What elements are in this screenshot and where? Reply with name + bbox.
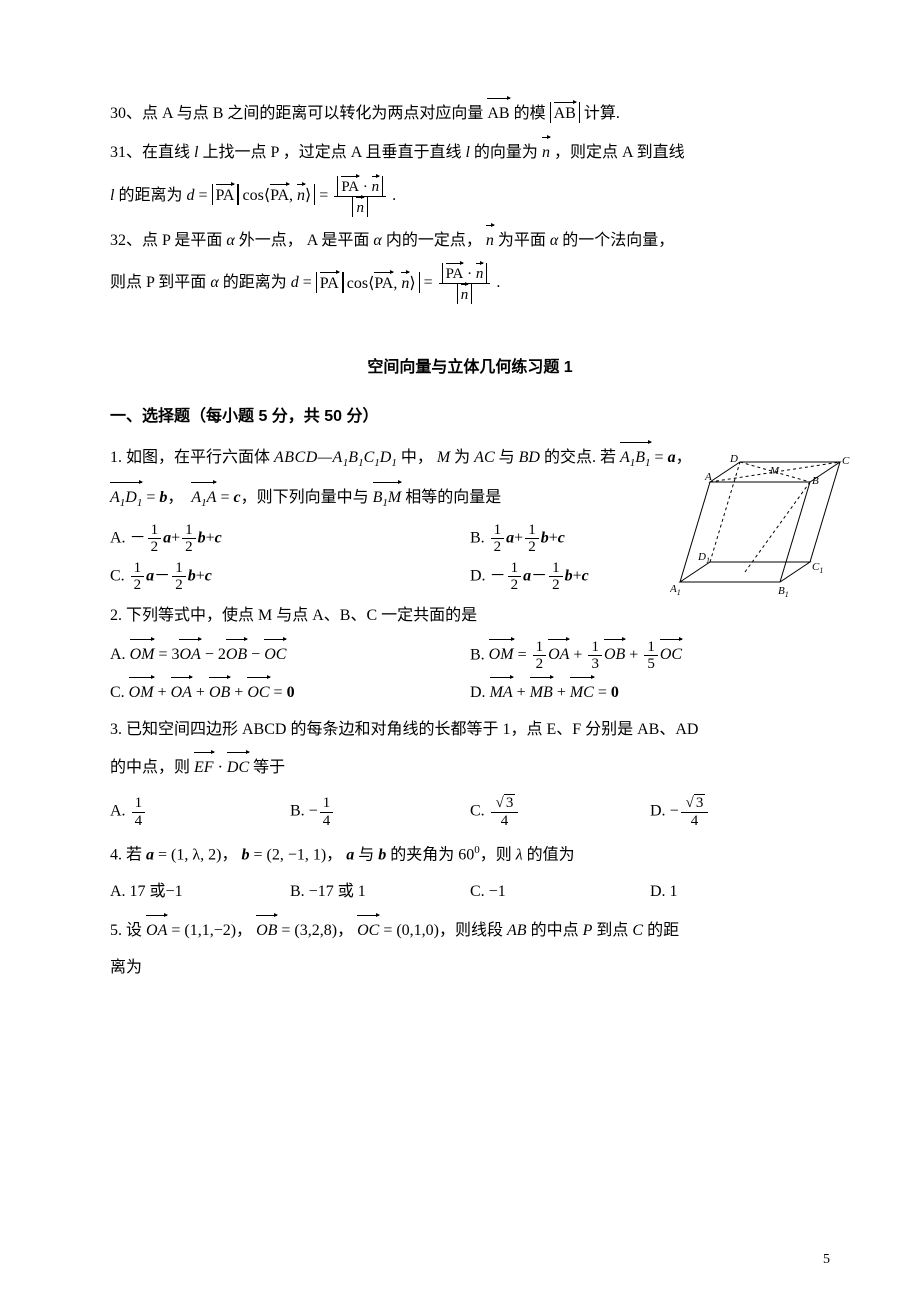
q3-optC: C. 34 <box>470 795 650 829</box>
q4-optD: D. 1 <box>650 878 830 907</box>
q3-stem-1: 3. 已知空间四边形 ABCD 的每条边和对角线的长都等于 1，点 E、F 分别… <box>110 716 830 745</box>
svg-text:B1: B1 <box>778 585 789 599</box>
q2-options-1: A. OM = 3OA − 2OB − OC B. OM = 12OA + 13… <box>110 639 830 673</box>
note-32: 32、点 P 是平面 α 外一点， A 是平面 α 内的一定点， n 为平面 α… <box>110 225 830 256</box>
q1-optA: A. －12a+12b+c <box>110 522 470 556</box>
note-31: 31、在直线 l 上找一点 P ，过定点 A 且垂直于直线 l 的向量为 n ，… <box>110 137 830 168</box>
q5-stem-2: 离为 <box>110 954 830 983</box>
svg-text:A: A <box>704 471 712 483</box>
vec-AB: AB <box>487 98 509 129</box>
note-30: 30、点 A 与点 B 之间的距离可以转化为两点对应向量 AB 的模 AB 计算… <box>110 98 830 129</box>
formula-frac: PA · nn <box>334 176 386 217</box>
q4-optA: A. 17 或−1 <box>110 878 290 907</box>
q2-optD: D. MA + MB + MC = 0 <box>470 677 830 708</box>
svg-text:C1: C1 <box>812 561 823 575</box>
q4-stem: 4. 若 a = (1, λ, 2)， b = (2, −1, 1)， a 与 … <box>110 841 830 870</box>
q2-optC: C. OM + OA + OB + OC = 0 <box>110 677 470 708</box>
q4-optB: B. −17 或 1 <box>290 878 470 907</box>
svg-text:B: B <box>812 475 819 487</box>
q3-optD: D. −34 <box>650 795 830 829</box>
parallelepiped-figure: A B C D M A1 B1 C1 D1 <box>670 452 850 602</box>
q4-options: A. 17 或−1 B. −17 或 1 C. −1 D. 1 <box>110 878 830 907</box>
svg-text:A1: A1 <box>670 583 681 597</box>
section-1-head: 一、选择题（每小题 5 分，共 50 分） <box>110 403 830 432</box>
q3-options: A. 14 B. −14 C. 34 D. −34 <box>110 795 830 829</box>
vec-n: n <box>542 137 550 168</box>
q1-stem-2: A1D1 = b， A1A = c，则下列向量中与 B1M 相等的向量是 A B… <box>110 482 830 514</box>
q2-optB: B. OM = 12OA + 13OB + 15OC <box>470 639 830 673</box>
note-31-line2: l 的距离为 d = PAcos⟨PA, n⟩ = PA · nn . <box>110 176 830 217</box>
svg-text:C: C <box>842 455 850 467</box>
q2-optA: A. OM = 3OA − 2OB − OC <box>110 639 470 673</box>
q3-optA: A. 14 <box>110 795 290 829</box>
q3-optB: B. −14 <box>290 795 470 829</box>
q2-options-2: C. OM + OA + OB + OC = 0 D. MA + MB + MC… <box>110 677 830 708</box>
q5-stem-1: 5. 设 OA = (1,1,−2)， OB = (3,2,8)， OC = (… <box>110 915 830 946</box>
label: 30、 <box>110 105 142 122</box>
page-title: 空间向量与立体几何练习题 1 <box>110 354 830 383</box>
page-number: 5 <box>823 1247 830 1272</box>
note-32-line2: 则点 P 到平面 α 的距离为 d = PAcos⟨PA, n⟩ = PA · … <box>110 263 830 304</box>
q2-stem: 2. 下列等式中，使点 M 与点 A、B、C 一定共面的是 <box>110 602 830 631</box>
q4-optC: C. −1 <box>470 878 650 907</box>
svg-text:D: D <box>729 453 738 465</box>
svg-text:M: M <box>769 465 780 477</box>
q1-optC: C. 12a－12b+c <box>110 560 470 594</box>
abs-vec-AB: AB <box>550 102 580 123</box>
svg-text:D1: D1 <box>697 551 710 565</box>
q3-stem-2: 的中点，则 EF · DC 等于 <box>110 752 830 783</box>
